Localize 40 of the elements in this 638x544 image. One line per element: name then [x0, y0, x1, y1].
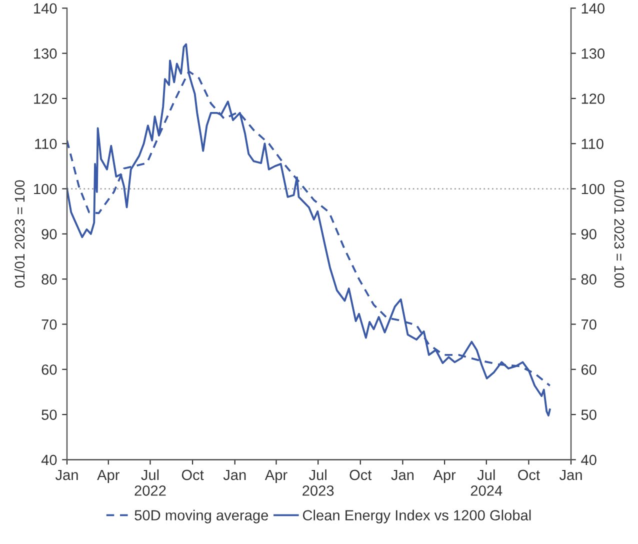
- y-tick-label: 40: [41, 454, 57, 466]
- y-tick-label: 110: [35, 138, 57, 150]
- x-tick-label: Oct: [182, 470, 204, 480]
- y-tick-label: 60: [42, 364, 57, 375]
- y2-tick-label: 40: [581, 454, 596, 466]
- x-tick-label: Oct: [350, 470, 372, 480]
- x-tick-label: Jan: [223, 470, 246, 480]
- y2-tick-label: 50: [581, 410, 596, 420]
- y2-tick-label: 110: [582, 138, 604, 150]
- y-tick-label: 50: [42, 410, 57, 420]
- y-axis-title: 01/01 2023 = 100: [14, 180, 25, 288]
- x-tick-label: Jan: [391, 470, 414, 480]
- x-tick-label: Apr: [433, 470, 456, 483]
- x-tick-label: Apr: [97, 470, 120, 483]
- x-tick-label: Jan: [55, 470, 78, 480]
- y2-tick-label: 80: [581, 274, 596, 284]
- y-tick-label: 90: [42, 229, 57, 240]
- y-tick-label: 120: [34, 94, 57, 104]
- x-tick-label: Jul 2023: [302, 469, 334, 496]
- y-tick-label: 100: [34, 184, 57, 194]
- line-series: [66, 43, 551, 416]
- y-tick-label: 130: [34, 48, 57, 59]
- x-tick-label: Jul 2024: [470, 469, 502, 496]
- y2-tick-label: 70: [581, 319, 596, 330]
- y2-tick-label: 130: [582, 48, 604, 59]
- x-tick-label: Oct: [518, 470, 540, 480]
- y2-tick-label: 120: [582, 94, 604, 104]
- x-tick-label: Jan: [559, 470, 582, 480]
- y2-axis-title: 01/01 2023 = 100: [614, 180, 625, 288]
- x-tick-label: Jul 2022: [134, 469, 166, 496]
- y-tick-label: 140: [34, 3, 57, 14]
- y2-tick-label: 60: [581, 364, 596, 375]
- y2-tick-label: 140: [582, 3, 604, 14]
- y-tick-label: 70: [42, 319, 57, 330]
- y2-tick-label: 100: [582, 184, 604, 194]
- y-tick-label: 80: [42, 274, 57, 284]
- legend-label: 50D moving average: [134, 510, 268, 524]
- y2-tick-label: 90: [581, 229, 596, 240]
- legend-label: Clean Energy Index vs 1200 Global: [302, 510, 531, 524]
- x-tick-label: Apr: [264, 470, 288, 483]
